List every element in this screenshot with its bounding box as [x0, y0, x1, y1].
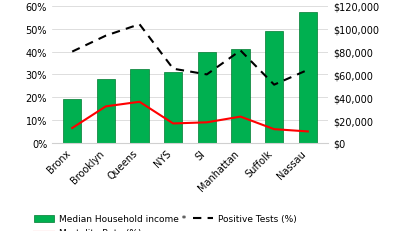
Bar — [265, 32, 284, 143]
Bar — [198, 52, 216, 143]
Bar — [63, 100, 82, 143]
Bar — [298, 13, 317, 143]
Legend: Median Household income *, Mortality Rate (%), Positive Tests (%): Median Household income *, Mortality Rat… — [34, 214, 296, 231]
Bar — [231, 50, 250, 143]
Bar — [130, 69, 149, 143]
Bar — [164, 73, 182, 143]
Bar — [96, 80, 115, 143]
